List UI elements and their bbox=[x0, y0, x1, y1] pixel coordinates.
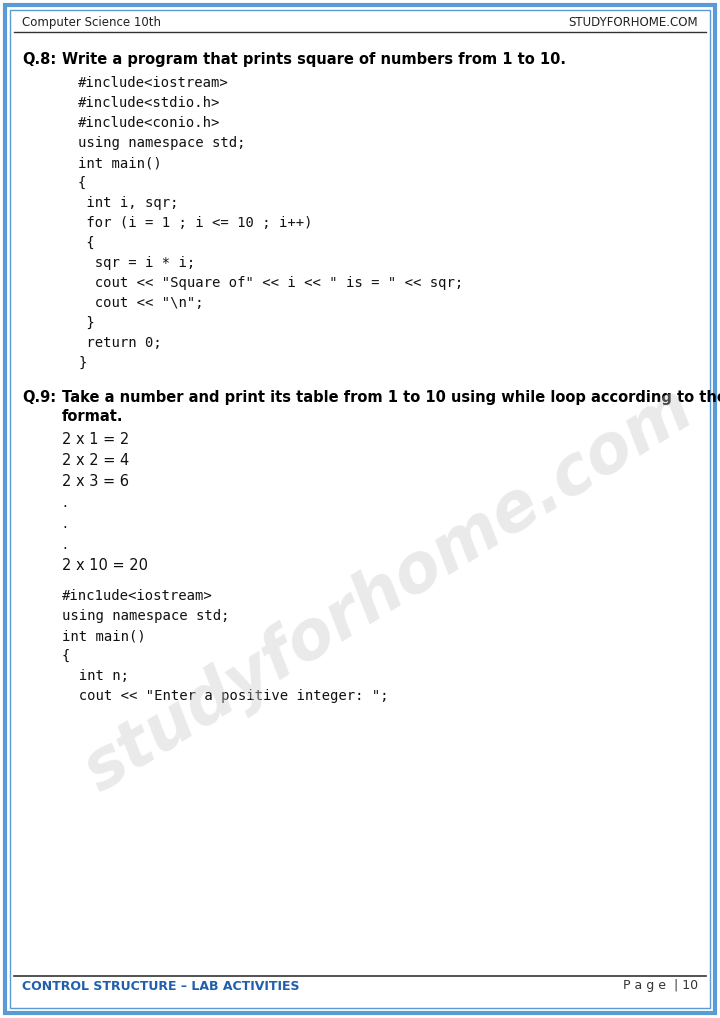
Text: 2 x 1 = 2: 2 x 1 = 2 bbox=[62, 432, 130, 447]
Text: studyforhome.com: studyforhome.com bbox=[72, 376, 706, 805]
Text: int main(): int main() bbox=[62, 629, 145, 643]
Text: P a g e  | 10: P a g e | 10 bbox=[623, 979, 698, 993]
Text: .: . bbox=[62, 495, 67, 510]
Text: .: . bbox=[62, 538, 67, 552]
Text: {: { bbox=[78, 236, 95, 250]
Text: Q.9:: Q.9: bbox=[22, 390, 56, 405]
Text: }: } bbox=[78, 356, 86, 370]
Text: for (i = 1 ; i <= 10 ; i++): for (i = 1 ; i <= 10 ; i++) bbox=[78, 216, 312, 230]
Text: int n;: int n; bbox=[62, 669, 129, 683]
Text: sqr = i * i;: sqr = i * i; bbox=[78, 256, 195, 270]
Text: 2 x 3 = 6: 2 x 3 = 6 bbox=[62, 474, 129, 489]
Text: Take a number and print its table from 1 to 10 using while loop according to the: Take a number and print its table from 1… bbox=[62, 390, 720, 405]
Text: return 0;: return 0; bbox=[78, 336, 162, 350]
Text: 2 x 2 = 4: 2 x 2 = 4 bbox=[62, 453, 130, 468]
Text: format.: format. bbox=[62, 409, 124, 425]
Text: CONTROL STRUCTURE – LAB ACTIVITIES: CONTROL STRUCTURE – LAB ACTIVITIES bbox=[22, 979, 300, 993]
Text: using namespace std;: using namespace std; bbox=[62, 609, 230, 623]
Text: }: } bbox=[78, 316, 95, 330]
Text: #include<conio.h>: #include<conio.h> bbox=[78, 116, 220, 130]
Text: using namespace std;: using namespace std; bbox=[78, 136, 246, 150]
Text: {: { bbox=[62, 649, 71, 663]
Text: Computer Science 10th: Computer Science 10th bbox=[22, 15, 161, 29]
Text: Write a program that prints square of numbers from 1 to 10.: Write a program that prints square of nu… bbox=[62, 52, 566, 67]
Text: #include<iostream>: #include<iostream> bbox=[78, 76, 229, 90]
Text: STUDYFORHOME.COM: STUDYFORHOME.COM bbox=[568, 15, 698, 29]
Text: cout << "Square of" << i << " is = " << sqr;: cout << "Square of" << i << " is = " << … bbox=[78, 276, 463, 290]
Text: #include<stdio.h>: #include<stdio.h> bbox=[78, 96, 220, 110]
Text: cout << "Enter a positive integer: ";: cout << "Enter a positive integer: "; bbox=[62, 689, 389, 703]
Text: .: . bbox=[62, 516, 67, 531]
Text: {: { bbox=[78, 176, 86, 190]
Text: cout << "\n";: cout << "\n"; bbox=[78, 296, 204, 310]
Text: Q.8:: Q.8: bbox=[22, 52, 56, 67]
Text: 2 x 10 = 20: 2 x 10 = 20 bbox=[62, 558, 148, 573]
Text: int i, sqr;: int i, sqr; bbox=[78, 196, 179, 210]
Text: int main(): int main() bbox=[78, 156, 162, 170]
Text: #inc1ude<iostream>: #inc1ude<iostream> bbox=[62, 589, 212, 603]
